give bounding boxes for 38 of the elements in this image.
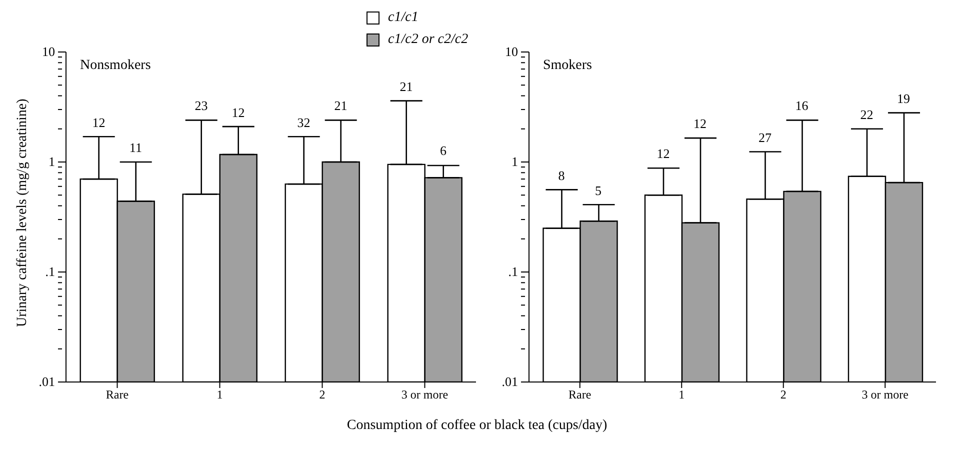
x-tick-label: 1 xyxy=(216,388,223,402)
annotation: 27 xyxy=(758,130,773,146)
annotation: 22 xyxy=(859,106,874,123)
y-tick-label: .01 xyxy=(502,374,518,389)
x-axis-title: Consumption of coffee or black tea (cups/day) xyxy=(346,418,608,434)
y-tick-label: 1 xyxy=(48,154,55,169)
annotation: 6 xyxy=(438,143,448,160)
legend-label: c1/c1 xyxy=(388,10,418,26)
y-tick-label: 10 xyxy=(505,44,518,59)
y-tick-label: .01 xyxy=(38,374,55,389)
x-tick-label: 3 or more xyxy=(401,388,448,402)
annotation: 12 xyxy=(230,104,246,121)
annotation: 5 xyxy=(594,182,602,199)
annotation: 11 xyxy=(128,140,143,156)
annotation: 23 xyxy=(194,98,209,114)
y-tick-label: .1 xyxy=(508,264,518,279)
annotation: 12 xyxy=(91,114,106,131)
x-tick-label: Rare xyxy=(106,388,129,402)
annotation: 8 xyxy=(557,168,566,184)
x-tick-label: 2 xyxy=(319,388,326,402)
chart-title: Nonsmokers xyxy=(80,58,151,74)
x-tick-label: 3 or more xyxy=(862,388,908,402)
annotation: 16 xyxy=(794,98,810,114)
x-tick-label: Rare xyxy=(568,388,592,402)
annotation: 21 xyxy=(333,98,348,114)
annotation: 12 xyxy=(692,116,708,132)
y-axis-title: Urinary caffeine levels (mg/g creatinine) xyxy=(14,98,30,327)
y-tick-label: 1 xyxy=(512,154,518,169)
x-tick-label: 2 xyxy=(780,388,786,402)
annotation: 21 xyxy=(398,78,414,95)
annotation: 32 xyxy=(296,114,312,131)
y-tick-label: .1 xyxy=(45,264,55,279)
x-tick-label: 1 xyxy=(678,388,685,402)
legend-label: c1/c2 or c2/c2 xyxy=(388,32,468,48)
y-tick-label: 10 xyxy=(42,44,55,59)
annotation: 12 xyxy=(656,146,671,162)
chart-title: Smokers xyxy=(543,58,592,74)
annotation: 19 xyxy=(896,90,911,107)
